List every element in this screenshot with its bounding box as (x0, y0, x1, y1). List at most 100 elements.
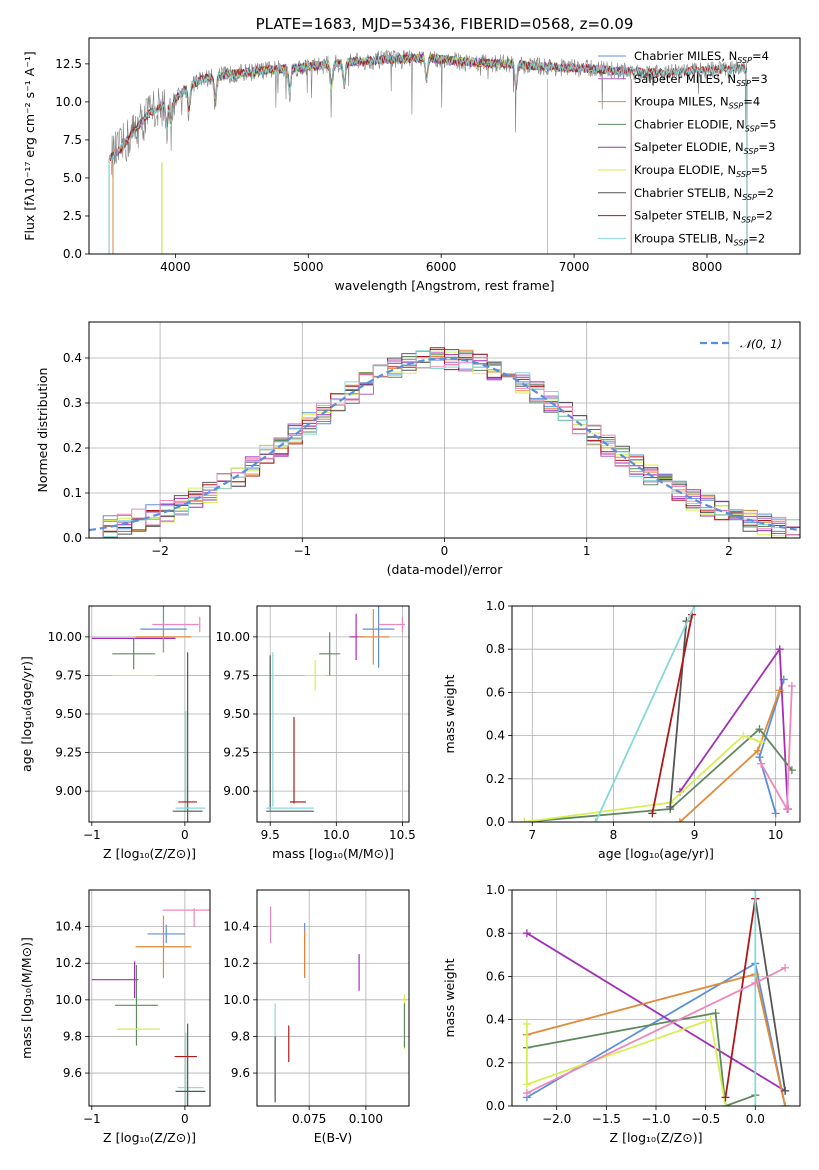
weight_vs_Z-x-tick-label: −1.5 (592, 1112, 621, 1126)
age_vs_Z-y-axis-label: age [log₁₀(age/yr)] (19, 656, 34, 772)
weight_vs_Z-point-marker (522, 1019, 531, 1028)
weight_vs_age-x-axis-label: age [log₁₀(age/yr)] (598, 846, 714, 861)
spectrum-x-tick-label: 7000 (559, 260, 590, 274)
weight_vs_age-point-marker (771, 809, 780, 818)
weight_vs_age-axes: 7 8 9 10 0.0 0.2 0.4 0.6 0.8 1.0 age [log₁₀(age/yr… (442, 599, 800, 861)
spectrum-x-tick-label: 5000 (293, 260, 324, 274)
spectrum-title: PLATE=1683, MJD=53436, FIBERID=0568, z=0… (256, 15, 634, 33)
residuals-x-tick-label: 1 (583, 544, 591, 558)
mass_vs_Z-x-tick-label: −1 (83, 1112, 101, 1126)
mass_vs_ebv-y-tick-label: 10.4 (223, 920, 250, 934)
age_vs_mass-x-tick-label: 10.5 (389, 828, 416, 842)
spectrum-y-tick-label: 10.0 (55, 95, 82, 109)
weight_vs_Z-series-line (526, 932, 786, 1092)
mass_vs_Z-y-tick-label: 10.0 (55, 993, 82, 1007)
mass_vs_ebv-y-tick-label: 9.8 (231, 1029, 250, 1043)
weight_vs_Z-point-marker (781, 1102, 790, 1106)
weight_vs_age-point-marker (775, 686, 784, 695)
spectrum-x-tick-label: 6000 (426, 260, 457, 274)
age_vs_mass-points (266, 606, 406, 812)
weight_vs_age-point-marker (591, 818, 600, 822)
weight_vs_age-y-axis-label: mass weight (442, 674, 457, 753)
weight_vs_Z-point-marker (751, 890, 760, 894)
weight_vs_age-series-line (524, 727, 793, 822)
residuals-y-tick-label: 0.1 (63, 486, 82, 500)
residuals-y-tick-label: 0.4 (63, 351, 82, 365)
weight_vs_Z-point-marker (781, 1086, 790, 1095)
age_vs_Z-y-tick-label: 9.25 (55, 746, 82, 760)
weight_vs_Z-axes: −2.0 −1.5 −1.0 −0.5 0.0 0.0 0.2 0.4 0.6 0.8 1.0 Z [… (442, 883, 800, 1145)
age_vs_Z-points (91, 606, 206, 822)
weight_vs_Z-x-tick-label: 0.0 (746, 1112, 765, 1126)
spectrum-x-axis-label: wavelength [Angstrom, rest frame] (334, 278, 554, 293)
weight_vs_age-series-line (594, 606, 696, 822)
spectrum-legend-entry: Kroupa ELODIE, NSSP=5 (634, 163, 768, 179)
weight_vs_age-point-marker (648, 809, 657, 818)
weight_vs_age-y-tick-label: 0.6 (486, 685, 505, 699)
weight_vs_age-lines (520, 606, 796, 822)
residuals-y-tick-label: 0.3 (63, 396, 82, 410)
weight_vs_age-x-tick-label: 7 (528, 828, 536, 842)
weight_vs_age-series-line (758, 679, 785, 814)
weight_vs_Z-y-tick-label: 0.6 (486, 969, 505, 983)
age_vs_Z-y-tick-label: 9.50 (55, 707, 82, 721)
spectrum-model-line (112, 53, 632, 160)
spectrum-lines (108, 49, 748, 254)
weight_vs_Z-frame (511, 889, 801, 1107)
spectrum-frame (88, 37, 801, 255)
age_vs_Z-x-tick-label: −1 (83, 828, 101, 842)
spectrum-y-tick-label: 2.5 (63, 209, 82, 223)
age_vs_mass-y-tick-label: 9.75 (223, 668, 250, 682)
residuals-x-tick-label: 0 (441, 544, 449, 558)
weight_vs_Z-point-marker (751, 1102, 760, 1106)
spectrum-model-line (112, 53, 632, 160)
weight_vs_age-point-marker (755, 725, 764, 734)
residuals-x-tick-label: −1 (293, 544, 311, 558)
spectrum-legend-entry: Chabrier STELIB, NSSP=2 (634, 186, 774, 202)
mass_vs_Z-frame (88, 889, 211, 1107)
residuals-y-axis-label: Normed distribution (35, 368, 50, 493)
age_vs_Z-y-tick-label: 10.00 (48, 630, 82, 644)
weight_vs_Z-y-tick-label: 0.8 (486, 926, 505, 940)
age_vs_mass-axes: 9.5 10.0 10.5 9.00 9.25 9.50 9.75 10.00 mass [lo… (216, 606, 416, 861)
weight_vs_Z-series-line (526, 1012, 756, 1106)
residuals-x-tick-label: 2 (725, 544, 733, 558)
mass_vs_ebv-x-tick-label: 0.100 (349, 1112, 383, 1126)
weight_vs_age-y-tick-label: 0.4 (486, 729, 505, 743)
mass_vs_Z-y-tick-label: 10.4 (55, 920, 82, 934)
mass_vs_Z-y-axis-label: mass [log₁₀(M/M⊙)] (19, 937, 34, 1059)
residuals-gaussian-curve (89, 357, 798, 532)
weight_vs_age-x-tick-label: 8 (610, 828, 618, 842)
weight_vs_Z-point-marker (781, 963, 790, 972)
age_vs_mass-x-axis-label: mass [log₁₀(M/M⊙)] (272, 846, 394, 861)
mass_vs_ebv-axes: 0.075 0.100 9.6 9.8 10.0 10.2 10.4 E(B-V) (223, 890, 409, 1145)
weight_vs_Z-point-marker (706, 1015, 715, 1024)
weight_vs_Z-point-marker (721, 1093, 730, 1102)
weight_vs_age-point-marker (675, 818, 684, 822)
age_vs_Z-y-tick-label: 9.00 (55, 784, 82, 798)
residuals-legend-entry: 𝒩(0, 1) (740, 337, 782, 351)
weight_vs_Z-x-tick-label: −0.5 (691, 1112, 720, 1126)
mass_vs_Z-axes: −1 0 9.6 9.8 10.0 10.2 10.4 Z [log₁₀(Z/Z⊙)] mass… (19, 890, 210, 1145)
residuals-x-tick-label: −2 (151, 544, 169, 558)
weight_vs_Z-point-marker (522, 1080, 531, 1089)
weight_vs_Z-x-tick-label: −2.0 (542, 1112, 571, 1126)
age_vs_Z-x-tick-label: 0 (181, 828, 189, 842)
spectrum-y-tick-label: 7.5 (63, 133, 82, 147)
spectrum-model-line (112, 53, 632, 160)
spectrum-x-tick-label: 4000 (160, 260, 191, 274)
weight_vs_age-point-marker (775, 645, 784, 654)
spectrum-legend-entry: Salpeter MILES, NSSP=3 (634, 72, 768, 88)
spectrum-legend-entry: Salpeter STELIB, NSSP=2 (634, 209, 773, 225)
weight_vs_Z-series-line (754, 898, 786, 1092)
mass_vs_Z-y-tick-label: 9.8 (63, 1029, 82, 1043)
spectrum-legend-entry: Chabrier ELODIE, NSSP=5 (634, 117, 776, 133)
weight_vs_Z-y-tick-label: 0.0 (486, 1099, 505, 1113)
weight_vs_age-point-marker (787, 681, 796, 690)
age_vs_mass-frame (256, 605, 410, 823)
mass_vs_ebv-y-tick-label: 10.2 (223, 956, 250, 970)
weight_vs_age-x-tick-label: 9 (691, 828, 699, 842)
weight_vs_age-point-marker (690, 606, 699, 610)
weight_vs_Z-point-marker (721, 1102, 730, 1106)
weight_vs_age-point-marker (757, 738, 766, 747)
